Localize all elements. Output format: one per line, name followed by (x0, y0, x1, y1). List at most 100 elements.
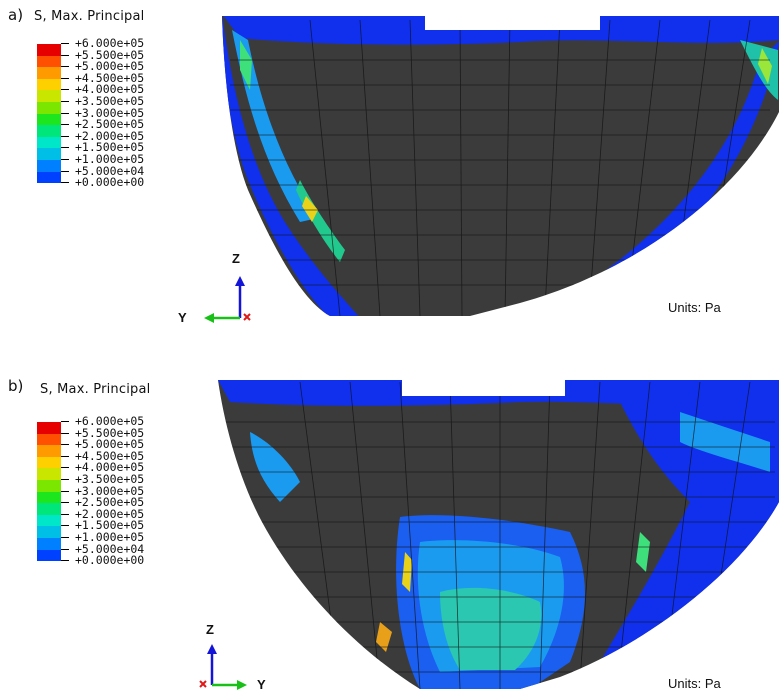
legend-swatch (37, 538, 61, 550)
legend-label: +5.000e+05 (75, 437, 145, 452)
legend-tick (61, 548, 69, 550)
legend-tick (61, 77, 69, 79)
legend-row: +5.500e+05 (37, 426, 157, 446)
legend-tick (61, 159, 69, 160)
contour-band-high (636, 532, 650, 572)
legend-tick (61, 147, 69, 149)
z-axis-arrowhead (207, 644, 217, 654)
legend-label: +5.000e+04 (75, 163, 145, 178)
legend-tick (61, 525, 69, 527)
legend-swatch (37, 468, 61, 480)
legend-row: +1.000e+05 (37, 153, 157, 172)
legend-label: +2.500e+05 (75, 495, 145, 510)
contour-band-high (376, 622, 392, 652)
legend-label: +4.000e+05 (75, 460, 145, 475)
legend-swatch (37, 44, 61, 56)
legend-tick (61, 444, 69, 446)
legend-title: S, Max. Principal (34, 9, 145, 24)
legend-label: +5.500e+05 (75, 425, 145, 440)
legend-label: +6.000e+05 (75, 36, 145, 50)
panel-a: a) S, Max. Principal +6.000e+05 +5.500e+0… (0, 0, 779, 340)
contour-band-mid (680, 412, 770, 472)
legend-swatch (37, 136, 61, 149)
legend-tick (61, 560, 69, 562)
legend-tick (61, 170, 69, 172)
contour-band-high (758, 48, 772, 84)
legend-tick (61, 421, 69, 422)
contour-band-low (222, 16, 360, 316)
legend-label: +3.000e+05 (75, 105, 145, 120)
stress-contour-plot (204, 16, 779, 323)
legend-row: +1.500e+05 (37, 519, 157, 538)
legend-label: +6.000e+05 (75, 414, 145, 428)
panel-b: b) S, Max. Principal +6.000e+05 +5.500e+0… (0, 352, 779, 697)
legend-label: +2.000e+05 (75, 506, 145, 521)
legend-row: +4.000e+05 (37, 461, 157, 480)
legend-swatch (37, 160, 61, 172)
legend-tick (61, 455, 69, 457)
legend-row: +4.500e+05 (37, 449, 157, 469)
legend-row: +2.000e+05 (37, 129, 157, 149)
legend-tick (61, 101, 69, 102)
legend-label: +1.000e+05 (75, 530, 145, 544)
legend-tick (61, 135, 69, 137)
legend-label: +0.000e+00 (75, 553, 145, 568)
legend-label: +1.500e+05 (75, 518, 145, 533)
legend-row: +4.000e+05 (37, 83, 157, 102)
legend-swatch (37, 491, 61, 504)
x-axis-marker (243, 313, 251, 321)
legend-label: +0.000e+00 (75, 175, 145, 190)
legend-swatch (37, 67, 61, 79)
units-label: Units: Pa (668, 676, 721, 691)
legend-title: S, Max. Principal (40, 382, 151, 397)
z-axis-label: Z (206, 622, 214, 637)
legend-tick (61, 43, 69, 44)
legend-tick (61, 124, 69, 126)
legend-swatch (37, 148, 61, 160)
legend-label: +4.000e+05 (75, 82, 145, 97)
legend-row: +2.000e+05 (37, 507, 157, 527)
legend-swatch (37, 433, 61, 446)
legend-swatch (37, 90, 61, 102)
legend-tick (61, 89, 69, 91)
legend-label: +3.500e+05 (75, 94, 145, 108)
legend-label: +5.500e+05 (75, 47, 145, 62)
legend-row: +6.000e+05 (37, 37, 157, 56)
legend-label: +5.000e+05 (75, 59, 145, 74)
legend-swatch (37, 549, 61, 562)
legend-tick (61, 112, 69, 114)
legend-label: +2.500e+05 (75, 117, 145, 132)
legend-swatch (37, 78, 61, 91)
legend-tick (61, 537, 69, 538)
contour-band-high (302, 196, 318, 222)
legend-swatch (37, 113, 61, 126)
legend-row: +1.500e+05 (37, 141, 157, 160)
y-axis-arrowhead (237, 680, 247, 690)
legend-row: +5.000e+04 (37, 164, 157, 184)
y-axis-arrowhead (204, 313, 214, 323)
legend-row: +4.500e+05 (37, 71, 157, 91)
legend-swatch (37, 514, 61, 527)
z-axis-label: Z (232, 251, 240, 266)
units-label: Units: Pa (668, 300, 721, 315)
legend-tick (61, 432, 69, 434)
x-axis-marker (199, 680, 207, 688)
contour-band-mid (250, 432, 300, 502)
legend-row: +5.000e+05 (37, 438, 157, 457)
legend-tick (61, 502, 69, 504)
legend-tick (61, 66, 69, 68)
panel-letter: a) (8, 6, 24, 24)
legend-swatch (37, 503, 61, 515)
contour-band-high (240, 40, 252, 90)
legend-label: +2.000e+05 (75, 128, 145, 143)
legend-label: +5.000e+04 (75, 541, 145, 556)
contour-band-mid (440, 587, 542, 670)
contour-band-mid (232, 30, 318, 222)
y-axis-label: Y (257, 677, 266, 692)
legend-tick (61, 479, 69, 480)
legend-row: +6.000e+05 (37, 415, 157, 434)
legend-label: +4.500e+05 (75, 70, 145, 85)
legend-swatch (37, 55, 61, 68)
legend-label: +4.500e+05 (75, 448, 145, 463)
z-axis-arrowhead (235, 276, 245, 286)
